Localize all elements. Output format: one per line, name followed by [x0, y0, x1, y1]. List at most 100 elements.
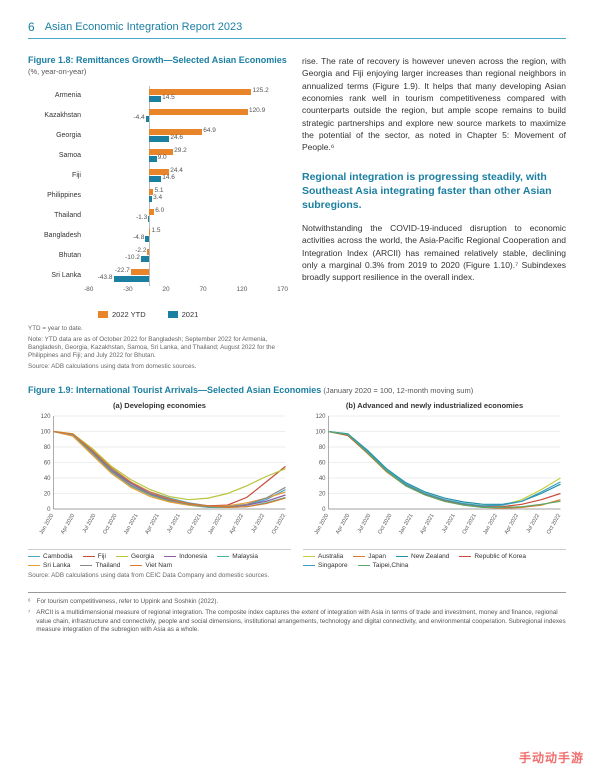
legend-2021: 2021 — [168, 310, 199, 319]
fig18-note: Note: YTD data are as of October 2022 fo… — [28, 336, 288, 361]
right-column: rise. The rate of recovery is however un… — [302, 55, 566, 371]
svg-text:Apr 2021: Apr 2021 — [419, 513, 435, 535]
footnotes: ⁶ For tourism competitiveness, refer to U… — [28, 592, 566, 635]
bar-label: Georgia — [28, 132, 84, 139]
legend-item: Australia — [303, 553, 343, 560]
svg-text:0: 0 — [322, 507, 326, 513]
svg-text:Jul 2022: Jul 2022 — [526, 513, 542, 534]
panel-b-chart: 020406080100120Jan 2020Apr 2020Jul 2020O… — [303, 412, 566, 547]
figure-1-9: Figure 1.9: International Tourist Arriva… — [28, 385, 566, 579]
svg-text:120: 120 — [40, 414, 51, 420]
legend-item: Georgia — [116, 553, 154, 560]
figure-1-8-chart: Armenia125.214.5Kazakhstan120.9-4.4Georg… — [28, 86, 288, 306]
svg-text:Jan 2020: Jan 2020 — [314, 513, 331, 536]
svg-text:60: 60 — [319, 460, 326, 466]
watermark: 手动动手游 — [519, 749, 584, 766]
fig19-subtitle: (January 2020 = 100, 12-month moving sum… — [321, 386, 473, 395]
bar-label: Kazakhstan — [28, 112, 84, 119]
legend-item: Thailand — [80, 562, 120, 569]
svg-text:Oct 2022: Oct 2022 — [546, 513, 562, 535]
svg-text:Jan 2022: Jan 2022 — [207, 513, 224, 536]
page-title: Asian Economic Integration Report 2023 — [45, 21, 243, 33]
left-column: Figure 1.8: Remittances Growth—Selected … — [28, 55, 288, 371]
bar-label: Armenia — [28, 92, 84, 99]
figure-1-9-title: Figure 1.9: International Tourist Arriva… — [28, 385, 566, 396]
legend-item: Malaysia — [217, 553, 258, 560]
bar-label: Thailand — [28, 212, 84, 219]
body-para-2: Notwithstanding the COVID-19-induced dis… — [302, 222, 566, 284]
legend-item: Singapore — [303, 562, 348, 569]
page-header: 6 Asian Economic Integration Report 2023 — [28, 20, 566, 39]
legend-2022: 2022 YTD — [98, 310, 146, 319]
svg-text:60: 60 — [44, 460, 51, 466]
svg-text:100: 100 — [40, 429, 51, 435]
svg-text:Oct 2021: Oct 2021 — [462, 513, 478, 535]
footnote-7: ARCII is a multidimensional measure of r… — [36, 609, 566, 635]
svg-text:Oct 2021: Oct 2021 — [187, 513, 203, 535]
svg-text:Apr 2020: Apr 2020 — [335, 513, 351, 535]
bar-label: Samoa — [28, 152, 84, 159]
panel-b-legend: Australia Japan New Zealand Republic of Kor… — [303, 549, 566, 569]
body-para-1: rise. The rate of recovery is however un… — [302, 55, 566, 154]
footnote-6: For tourism competitiveness, refer to Up… — [37, 598, 219, 607]
panel-a-chart: 020406080100120Jan 2020Apr 2020Jul 2020O… — [28, 412, 291, 547]
svg-text:Jul 2021: Jul 2021 — [441, 513, 457, 534]
svg-text:20: 20 — [44, 491, 51, 497]
fig18-title-text: Figure 1.8: Remittances Growth—Selected … — [28, 55, 287, 65]
svg-text:Jan 2020: Jan 2020 — [39, 513, 56, 536]
ytd-note: YTD = year to date. — [28, 325, 288, 333]
svg-text:Jul 2022: Jul 2022 — [251, 513, 267, 534]
fig18-subtitle: (%, year-on-year) — [28, 67, 86, 76]
svg-text:Jan 2022: Jan 2022 — [482, 513, 499, 536]
fig19-source: Source: ADB calculations using data from… — [28, 572, 566, 580]
figure-1-8-legend: 2022 YTD 2021 — [98, 310, 288, 319]
panel-b: (b) Advanced and newly industrialized ec… — [303, 401, 566, 569]
legend-item: Taipei,China — [358, 562, 409, 569]
section-subhead: Regional integration is progressing stea… — [302, 170, 566, 213]
bar-label: Philippines — [28, 192, 84, 199]
svg-text:80: 80 — [44, 445, 51, 451]
legend-item: Indonesia — [164, 553, 207, 560]
bar-label: Sri Lanka — [28, 272, 84, 279]
legend-item: New Zealand — [396, 553, 449, 560]
svg-text:Oct 2020: Oct 2020 — [377, 513, 393, 535]
svg-text:Jul 2020: Jul 2020 — [357, 513, 373, 534]
legend-item: Fiji — [83, 553, 106, 560]
svg-text:Apr 2021: Apr 2021 — [144, 513, 160, 535]
legend-item: Cambodia — [28, 553, 73, 560]
svg-text:Jan 2021: Jan 2021 — [123, 513, 140, 536]
panel-a-title: (a) Developing economies — [28, 401, 291, 410]
svg-text:Jul 2020: Jul 2020 — [82, 513, 98, 534]
bar-label: Bangladesh — [28, 232, 84, 239]
svg-text:Oct 2020: Oct 2020 — [102, 513, 118, 535]
legend-item: Viet Nam — [130, 562, 172, 569]
fig19-title-text: Figure 1.9: International Tourist Arriva… — [28, 385, 321, 395]
svg-text:Apr 2022: Apr 2022 — [504, 513, 520, 535]
legend-item: Sri Lanka — [28, 562, 70, 569]
svg-text:Apr 2020: Apr 2020 — [60, 513, 76, 535]
footnote-7-num: ⁷ — [28, 609, 30, 635]
footnote-6-num: ⁶ — [28, 598, 31, 607]
svg-text:Jan 2021: Jan 2021 — [398, 513, 415, 536]
legend-item: Japan — [353, 553, 386, 560]
panel-a-legend: Cambodia Fiji Georgia Indonesia Malaysia Sri … — [28, 549, 291, 569]
bar-label: Fiji — [28, 172, 84, 179]
svg-text:Oct 2022: Oct 2022 — [271, 513, 287, 535]
panel-b-title: (b) Advanced and newly industrialized ec… — [303, 401, 566, 410]
svg-text:40: 40 — [44, 476, 51, 482]
figure-1-8-title: Figure 1.8: Remittances Growth—Selected … — [28, 55, 288, 78]
legend-item: Republic of Korea — [459, 553, 526, 560]
svg-text:20: 20 — [319, 491, 326, 497]
bar-label: Bhutan — [28, 252, 84, 259]
svg-text:100: 100 — [315, 429, 326, 435]
figure-1-8-notes: YTD = year to date. Note: YTD data are a… — [28, 325, 288, 372]
svg-text:0: 0 — [47, 507, 51, 513]
svg-text:40: 40 — [319, 476, 326, 482]
fig18-source: Source: ADB calculations using data from… — [28, 363, 288, 371]
svg-text:120: 120 — [315, 414, 326, 420]
svg-text:Apr 2022: Apr 2022 — [229, 513, 245, 535]
svg-text:Jul 2021: Jul 2021 — [166, 513, 182, 534]
svg-text:80: 80 — [319, 445, 326, 451]
panel-a: (a) Developing economies 0 20 40 60 80 100 120… — [28, 401, 291, 569]
page-number: 6 — [28, 20, 35, 34]
